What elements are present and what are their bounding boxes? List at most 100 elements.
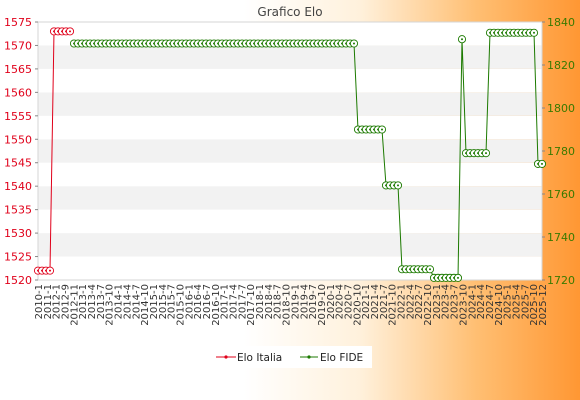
- left-tick-label: 1535: [4, 204, 32, 217]
- grid-band: [38, 162, 542, 187]
- x-tick-label: 2025-10: [529, 284, 540, 326]
- x-tick-label: 2013-4: [87, 284, 98, 319]
- elo-fide-marker-dot: [457, 276, 459, 279]
- x-tick-label: 2012-11: [69, 284, 80, 326]
- x-tick-label: 2022-10: [423, 284, 434, 326]
- x-tick-label: 2010-1: [34, 284, 45, 319]
- x-tick-label: 2013-7: [96, 284, 107, 319]
- x-tick-label: 2018-7: [273, 284, 284, 319]
- elo-fide-marker-dot: [353, 42, 355, 45]
- left-tick-label: 1530: [4, 227, 32, 240]
- elo-italia-marker-dot: [69, 30, 71, 33]
- x-tick-label: 2021-4: [370, 284, 381, 319]
- grid-band: [38, 256, 542, 280]
- left-tick-label: 1565: [4, 63, 32, 76]
- legend-marker-fide: [307, 355, 311, 359]
- elo-fide-marker-dot: [397, 184, 399, 187]
- x-tick-label: 2015-10: [175, 284, 186, 326]
- left-tick-label: 1560: [4, 86, 32, 99]
- x-tick-label: 2025-7: [520, 284, 531, 319]
- left-tick-label: 1525: [4, 251, 32, 264]
- x-tick-label: 2018-1: [255, 284, 266, 319]
- grid-band: [38, 22, 542, 46]
- right-tick-label: 1820: [547, 59, 575, 72]
- x-tick-label: 2015-7: [167, 284, 178, 319]
- x-tick-label: 2014-7: [131, 284, 142, 319]
- right-tick-label: 1840: [547, 16, 575, 29]
- x-tick-label: 2019-10: [317, 284, 328, 326]
- x-tick-label: 2015-1: [149, 284, 160, 319]
- legend-label-italia: Elo Italia: [237, 352, 282, 364]
- legend-box: [210, 346, 372, 368]
- x-tick-label: 2020-10: [352, 284, 363, 326]
- grid-band: [38, 186, 542, 210]
- x-tick-label: 2024-4: [476, 284, 487, 319]
- x-tick-label: 2020-1: [326, 284, 337, 319]
- legend-marker-italia: [224, 355, 228, 359]
- x-tick-label: 2019-7: [308, 284, 319, 319]
- elo-italia-marker-dot: [49, 269, 51, 272]
- right-tick-label: 1760: [547, 188, 575, 201]
- x-tick-label: 2025-1: [503, 284, 514, 319]
- left-tick-label: 1545: [4, 157, 32, 170]
- legend-label-fide: Elo FIDE: [320, 352, 363, 364]
- x-tick-label: 2015-4: [158, 284, 169, 319]
- x-tick-label: 2017-1: [220, 284, 231, 319]
- x-tick-label: 2016-1: [184, 284, 195, 319]
- x-tick-label: 2022-7: [414, 284, 425, 319]
- x-tick-label: 2021-1: [361, 284, 372, 319]
- x-tick-label: 2016-4: [193, 284, 204, 319]
- x-tick-label: 2016-10: [211, 284, 222, 326]
- x-tick-label: 2020-7: [343, 284, 354, 319]
- left-tick-label: 1555: [4, 110, 32, 123]
- grid-band: [38, 233, 542, 257]
- left-tick-label: 1540: [4, 180, 32, 193]
- grid-band: [38, 139, 542, 163]
- left-tick-label: 1575: [4, 16, 32, 29]
- legend: Elo Italia Elo FIDE: [210, 346, 372, 368]
- elo-fide-marker-dot: [533, 31, 535, 34]
- grid-band: [38, 92, 542, 116]
- grid-band: [38, 68, 542, 93]
- right-tick-label: 1800: [547, 102, 575, 115]
- elo-fide-marker-dot: [381, 128, 383, 131]
- x-tick-label: 2018-4: [264, 284, 275, 319]
- x-tick-label: 2014-10: [140, 284, 151, 326]
- x-tick-label: 2023-1: [432, 284, 443, 319]
- right-tick-label: 1720: [547, 274, 575, 287]
- x-tick-label: 2012-1: [52, 284, 63, 319]
- x-tick-label: 2016-7: [202, 284, 213, 319]
- elo-fide-marker-dot: [461, 38, 463, 41]
- grid-band: [38, 45, 542, 69]
- x-tick-label: 2018-10: [282, 284, 293, 326]
- chart-title: Grafico Elo: [257, 5, 322, 19]
- x-tick-label: 2021-10: [388, 284, 399, 326]
- x-tick-label: 2024-10: [494, 284, 505, 326]
- x-tick-label: 2019-1: [290, 284, 301, 319]
- x-tick-label: 2023-4: [441, 284, 452, 319]
- elo-fide-marker-dot: [541, 162, 543, 165]
- x-tick-label: 2017-10: [246, 284, 257, 326]
- x-tick-label: 2023-10: [458, 284, 469, 326]
- x-tick-label: 2012-9: [61, 284, 72, 319]
- grid-band: [38, 209, 542, 234]
- left-tick-label: 1550: [4, 133, 32, 146]
- x-tick-label: 2021-7: [379, 284, 390, 319]
- x-tick-label: 2024-1: [467, 284, 478, 319]
- elo-fide-marker-dot: [429, 268, 431, 271]
- x-tick-label: 2014-1: [114, 284, 125, 319]
- x-tick-label: 2014-4: [122, 284, 133, 319]
- x-tick-label: 2011-1: [43, 284, 54, 319]
- x-tick-label: 2025-4: [511, 284, 522, 319]
- elo-fide-marker-dot: [485, 152, 487, 155]
- x-tick-label: 2020-4: [335, 284, 346, 319]
- x-tick-label: 2013-1: [78, 284, 89, 319]
- left-tick-label: 1570: [4, 39, 32, 52]
- x-tick-label: 2022-4: [405, 284, 416, 319]
- right-tick-label: 1780: [547, 145, 575, 158]
- x-tick-label: 2019-4: [299, 284, 310, 319]
- x-tick-label: 2023-7: [450, 284, 461, 319]
- x-tick-label: 2025-12: [538, 284, 549, 326]
- right-tick-label: 1740: [547, 231, 575, 244]
